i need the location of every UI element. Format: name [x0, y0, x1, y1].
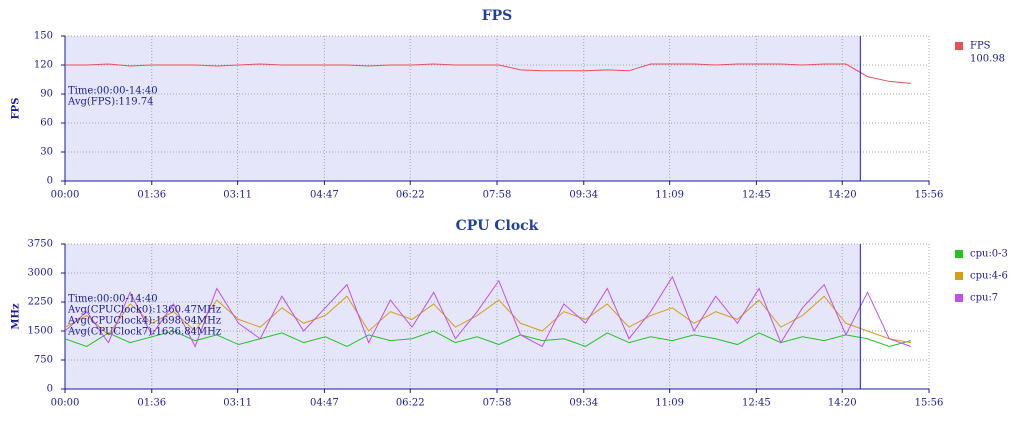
legend-label: cpu:7 [970, 293, 998, 304]
legend-swatch [955, 42, 963, 50]
y-tick-label: 3000 [28, 268, 53, 279]
annotation: Avg(CPUClock4):1698.94MHz [67, 316, 221, 327]
series-line [65, 63, 911, 84]
x-tick-label: 06:22 [396, 398, 425, 409]
series-line [64, 330, 912, 348]
x-tick-label: 14:20 [828, 190, 857, 201]
y-tick-label: 0 [47, 384, 53, 395]
x-tick-label: 06:22 [396, 190, 425, 201]
selected-range [65, 36, 861, 181]
legend-label: FPS [970, 41, 991, 52]
y-tick-label: 90 [40, 89, 53, 100]
x-tick-label: 00:00 [51, 398, 80, 409]
annotation: Time:00:00-14:40 [68, 294, 158, 305]
y-tick-label: 120 [34, 60, 53, 71]
x-tick-label: 04:47 [310, 398, 339, 409]
series-line [64, 275, 912, 348]
legend-swatch [955, 294, 963, 302]
x-tick-label: 01:36 [137, 398, 166, 409]
x-tick-label: 07:58 [483, 398, 512, 409]
chart-title: CPU Clock [456, 218, 539, 234]
legend-swatch [955, 272, 963, 280]
y-tick-label: 30 [40, 147, 53, 158]
legend-label: cpu:4-6 [970, 271, 1008, 282]
series-line [64, 295, 912, 344]
x-tick-label: 12:45 [742, 190, 771, 201]
y-tick-label: 1500 [28, 326, 53, 337]
x-tick-label: 04:47 [310, 190, 339, 201]
x-tick-label: 09:34 [569, 398, 598, 409]
x-tick-label: 15:56 [915, 398, 944, 409]
legend-label: cpu:0-3 [970, 249, 1008, 260]
y-tick-label: 0 [47, 176, 53, 187]
x-tick-label: 14:20 [828, 398, 857, 409]
annotation: Avg(CPUClock7):1636.84MHz [67, 327, 221, 338]
legend-value: 100.98 [970, 54, 1005, 65]
y-tick-label: 750 [34, 355, 53, 366]
x-tick-label: 11:09 [655, 398, 684, 409]
y-tick-label: 3750 [28, 239, 53, 250]
x-tick-label: 11:09 [655, 190, 684, 201]
y-tick-label: 2250 [28, 297, 53, 308]
x-tick-label: 00:00 [51, 190, 80, 201]
x-tick-label: 15:56 [915, 190, 944, 201]
y-tick-label: 60 [40, 118, 53, 129]
legend-swatch [955, 250, 963, 258]
annotation: Avg(FPS):119.74 [67, 97, 154, 108]
annotation: Avg(CPUClock0):1360.47MHz [67, 305, 221, 316]
x-tick-label: 01:36 [137, 190, 166, 201]
x-tick-label: 07:58 [483, 190, 512, 201]
x-tick-label: 09:34 [569, 190, 598, 201]
x-tick-label: 03:11 [223, 398, 252, 409]
y-axis-label: FPS [11, 98, 22, 120]
x-tick-label: 03:11 [223, 190, 252, 201]
annotation: Time:00:00-14:40 [68, 86, 158, 97]
y-tick-label: 150 [34, 31, 53, 42]
y-axis-label: MHz [11, 303, 22, 330]
x-tick-label: 12:45 [742, 398, 771, 409]
chart-title: FPS [482, 8, 513, 24]
selected-range [65, 244, 861, 389]
